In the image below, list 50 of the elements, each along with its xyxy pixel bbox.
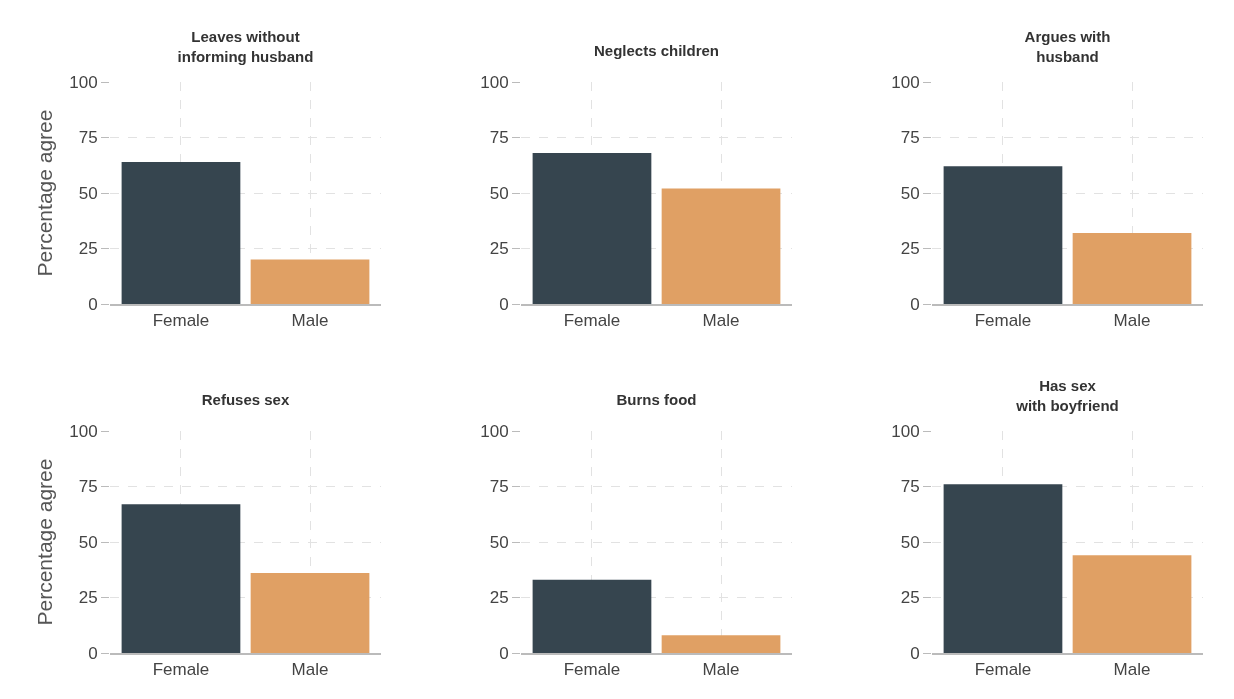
- y-tick-label: 75: [489, 477, 509, 497]
- chart-title: Argues with husband: [1024, 28, 1111, 65]
- y-tick-label: 25: [900, 588, 920, 608]
- y-tick-label: 0: [88, 643, 98, 663]
- chart-title: Has sex with boyfriend: [1015, 377, 1119, 414]
- y-tick-label: 50: [78, 532, 98, 552]
- x-tick-label: Male: [291, 310, 329, 330]
- y-tick-label: 25: [900, 239, 920, 259]
- y-tick-label: 0: [910, 294, 920, 314]
- x-tick-label: Female: [152, 310, 210, 330]
- y-axis-title: Percentage agree: [33, 458, 57, 626]
- x-tick-label: Male: [291, 659, 329, 679]
- y-tick-label: 50: [900, 532, 920, 552]
- y-tick-label: 75: [78, 477, 98, 497]
- y-tick-label: 100: [69, 72, 98, 92]
- x-tick-label: Male: [702, 659, 740, 679]
- x-tick-label: Male: [1113, 310, 1151, 330]
- chart-title: Burns food: [616, 391, 697, 408]
- y-tick-label: 100: [69, 421, 98, 441]
- x-tick-label: Male: [1113, 659, 1151, 679]
- y-tick-label: 25: [78, 588, 98, 608]
- y-tick-label: 50: [489, 183, 509, 203]
- x-tick-label: Male: [702, 310, 740, 330]
- x-tick-label: Female: [974, 310, 1032, 330]
- chart-title: Neglects children: [593, 42, 720, 59]
- x-tick-label: Female: [563, 310, 621, 330]
- y-tick-label: 50: [78, 183, 98, 203]
- y-tick-label: 25: [489, 588, 509, 608]
- y-tick-label: 0: [499, 643, 509, 663]
- y-tick-label: 100: [891, 72, 920, 92]
- x-tick-label: Female: [974, 659, 1032, 679]
- y-tick-label: 75: [78, 128, 98, 148]
- y-tick-label: 0: [910, 643, 920, 663]
- y-tick-label: 0: [88, 294, 98, 314]
- y-tick-label: 25: [78, 239, 98, 259]
- chart-title: Refuses sex: [201, 391, 290, 408]
- y-tick-label: 50: [489, 532, 509, 552]
- y-tick-label: 100: [480, 421, 509, 441]
- y-tick-label: 25: [489, 239, 509, 259]
- y-tick-label: 0: [499, 294, 509, 314]
- y-tick-label: 100: [480, 72, 509, 92]
- y-tick-label: 75: [489, 128, 509, 148]
- y-tick-label: 100: [891, 421, 920, 441]
- x-tick-label: Female: [152, 659, 210, 679]
- x-tick-label: Female: [563, 659, 621, 679]
- y-tick-label: 75: [900, 128, 920, 148]
- y-tick-label: 50: [900, 183, 920, 203]
- y-axis-title: Percentage agree: [33, 109, 57, 277]
- y-tick-label: 75: [900, 477, 920, 497]
- chart-title: Leaves without informing husband: [177, 28, 314, 65]
